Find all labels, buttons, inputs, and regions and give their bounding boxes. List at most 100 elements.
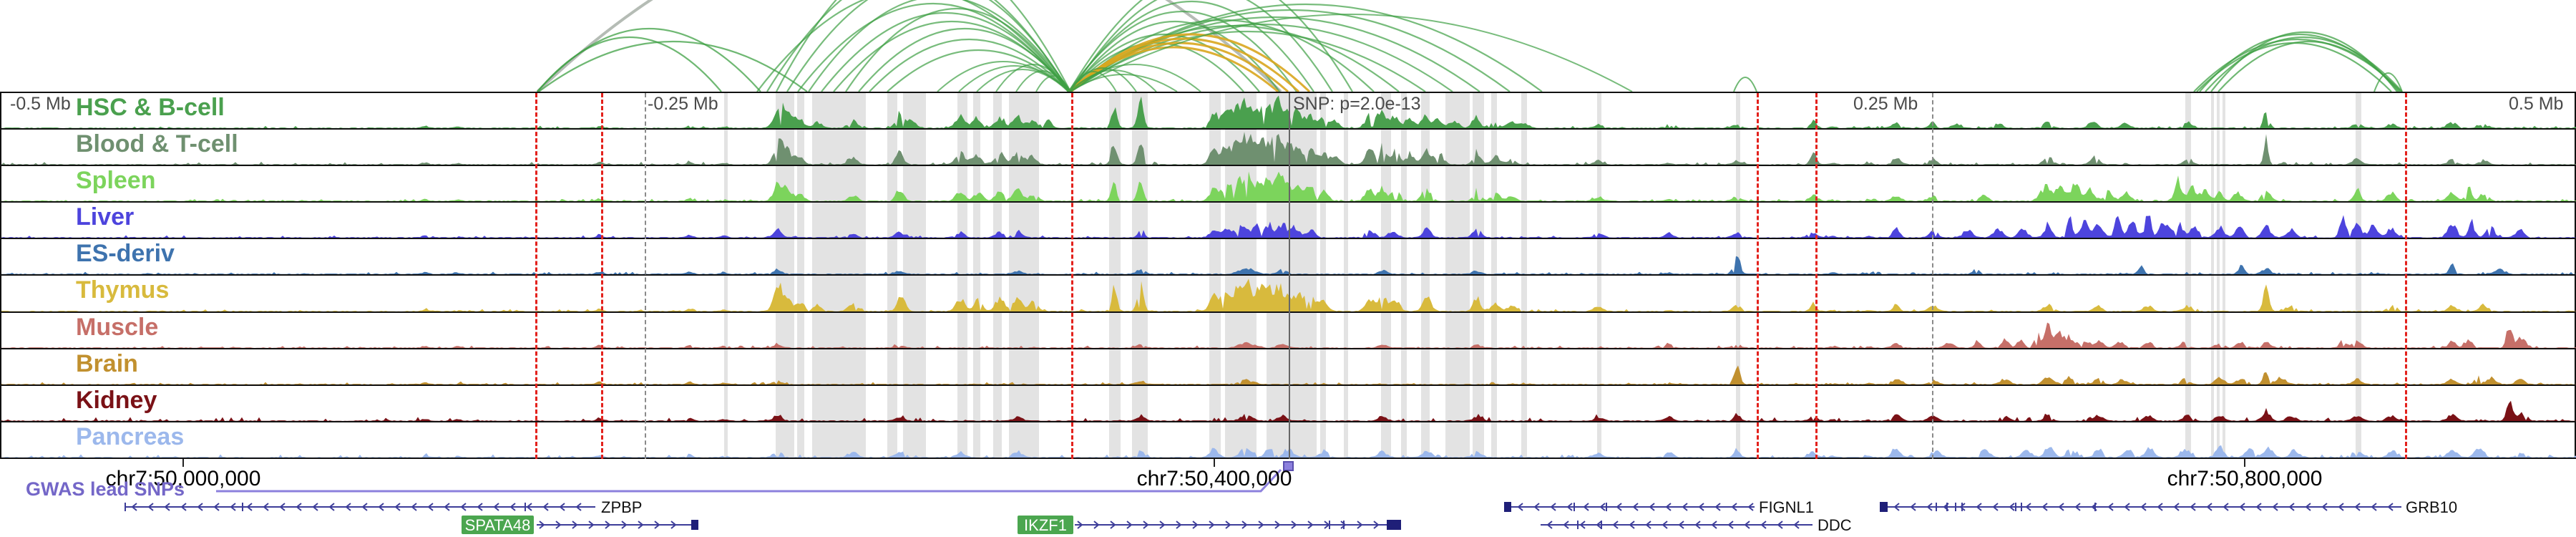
- interaction-arc: [1068, 67, 1137, 92]
- interaction-arc: [1035, 75, 1071, 92]
- gene-strand-arrow: [526, 503, 532, 511]
- track-label-hsc-b-cell: HSC & B-cell: [76, 94, 225, 121]
- gene-strand-arrow: [1241, 521, 1248, 529]
- interaction-arc: [776, 0, 1071, 92]
- interaction-arc: [845, 7, 1069, 92]
- gene-strand-arrow: [1926, 503, 1933, 511]
- gene-label-grb10[interactable]: GRB10: [2406, 498, 2457, 516]
- gene-label-ikzf1[interactable]: IKZF1: [1024, 516, 1067, 534]
- gene-strand-arrow: [2305, 503, 2311, 511]
- gene-strand-arrow: [1373, 521, 1380, 529]
- gene-strand-arrow: [1727, 521, 1734, 529]
- gene-strand-arrow: [328, 503, 335, 511]
- gene-strand-arrow: [1910, 503, 1916, 511]
- interaction-arc: [1069, 14, 1633, 92]
- highlight-band: [2185, 93, 2191, 459]
- highlight-band: [1132, 93, 1148, 459]
- gene-strand-arrow: [1159, 521, 1166, 529]
- interaction-arc: [766, 0, 1070, 92]
- interaction-arc: [1068, 33, 1260, 92]
- gene-strand-arrow: [1143, 521, 1149, 529]
- gene-strand-arrow: [1744, 521, 1750, 529]
- track-row-brain[interactable]: Brain: [1, 349, 2576, 386]
- gene-strand-arrow: [555, 521, 562, 529]
- highlight-band: [1445, 93, 1470, 459]
- gene-strand-arrow: [1649, 503, 1655, 511]
- gene-strand-arrow: [1307, 521, 1314, 529]
- gene-strand-arrow: [2272, 503, 2278, 511]
- signal-histogram: [1, 215, 2576, 238]
- gene-label-ddc[interactable]: DDC: [1818, 516, 1852, 534]
- track-row-pancreas[interactable]: Pancreas: [1, 422, 2576, 459]
- gene-label-spata48[interactable]: SPATA48: [465, 516, 531, 534]
- highlight-band: [993, 93, 1002, 459]
- coordinate-label-left: chr7:50,000,000: [105, 467, 261, 490]
- gene-strand-arrow: [411, 503, 417, 511]
- gene-strand-arrow: [1596, 521, 1602, 529]
- highlight-band: [1421, 93, 1430, 459]
- signal-histogram: [1, 256, 2576, 275]
- gene-strand-arrow: [1126, 521, 1133, 529]
- gene-strand-arrow: [1760, 521, 1767, 529]
- highlight-band: [2223, 93, 2225, 459]
- snp-pvalue-label: SNP: p=2.0e-13: [1293, 94, 1421, 114]
- track-row-blood-t-cell[interactable]: Blood & T-cell: [1, 130, 2576, 167]
- gene-strand-arrow: [2173, 503, 2180, 511]
- gene-label-zpbp[interactable]: ZPBP: [601, 498, 642, 516]
- coordinate-label-center: chr7:50,400,000: [1136, 467, 1292, 490]
- gene-strand-arrow: [1665, 503, 1672, 511]
- highlight-band: [2217, 93, 2220, 459]
- track-row-thymus[interactable]: Thymus: [1, 276, 2576, 313]
- interaction-arc: [1015, 70, 1070, 92]
- gene-strand-arrow: [542, 503, 549, 511]
- interaction-arc: [2218, 41, 2401, 92]
- gene-strand-arrow: [1632, 503, 1639, 511]
- gene-strand-arrow: [2321, 503, 2328, 511]
- interaction-arcs-panel: [536, 0, 2403, 92]
- highlight-band: [1109, 93, 1121, 459]
- gene-strand-arrow: [1893, 503, 1900, 511]
- gene-strand-arrow: [1110, 521, 1116, 529]
- interaction-arc: [537, 28, 761, 92]
- track-row-muscle[interactable]: Muscle: [1, 313, 2576, 349]
- track-row-spleen[interactable]: Spleen: [1, 166, 2576, 203]
- interaction-arc: [538, 41, 808, 92]
- interaction-arc: [1068, 64, 1201, 92]
- scale-label-plus-0.5mb: 0.5 Mb: [2509, 94, 2564, 114]
- track-label-liver: Liver: [76, 203, 135, 231]
- gene-strand-arrow: [2239, 503, 2245, 511]
- gene-strand-arrow: [1546, 521, 1553, 529]
- signal-histogram: [1, 365, 2576, 384]
- track-row-liver[interactable]: Liver: [1, 203, 2576, 240]
- track-row-es-deriv[interactable]: ES-deriv: [1, 239, 2576, 276]
- gene-label-fignl1[interactable]: FIGNL1: [1759, 498, 1814, 516]
- gene-strand-arrow: [1645, 521, 1652, 529]
- gene-strand-arrow: [1176, 521, 1182, 529]
- gwas-track-line: [216, 468, 1282, 493]
- gene-strand-arrow: [1550, 503, 1556, 511]
- highlight-band: [724, 93, 728, 459]
- track-row-hsc-b-cell[interactable]: HSC & B-cell: [1, 93, 2576, 130]
- gene-strand-arrow: [2206, 503, 2212, 511]
- snp-interaction-arc: [1070, 33, 1311, 92]
- gene-strand-arrow: [2157, 503, 2163, 511]
- gwas-lead-snp-marker[interactable]: [1283, 461, 1294, 471]
- gene-strand-arrow: [1731, 503, 1737, 511]
- scale-label-minus-0.5mb: -0.5 Mb: [10, 94, 71, 114]
- gene-strand-arrow: [1976, 503, 1982, 511]
- track-label-muscle: Muscle: [76, 313, 159, 341]
- gene-strand-arrow: [2255, 503, 2262, 511]
- gene-strand-arrow: [180, 503, 187, 511]
- track-row-kidney[interactable]: Kidney: [1, 386, 2576, 422]
- gene-strand-arrow: [427, 503, 434, 511]
- interaction-arc: [1733, 77, 1757, 92]
- signal-tracks-panel[interactable]: HSC & B-cell Blood & T-cell Spleen Liver…: [0, 92, 2576, 459]
- highlight-band: [1344, 93, 1348, 459]
- scale-label-minus-0.25mb: -0.25 Mb: [648, 94, 718, 114]
- track-label-brain: Brain: [76, 349, 138, 377]
- gene-strand-arrow: [2288, 503, 2295, 511]
- interaction-arc: [1069, 30, 1426, 92]
- highlight-band: [2211, 93, 2214, 459]
